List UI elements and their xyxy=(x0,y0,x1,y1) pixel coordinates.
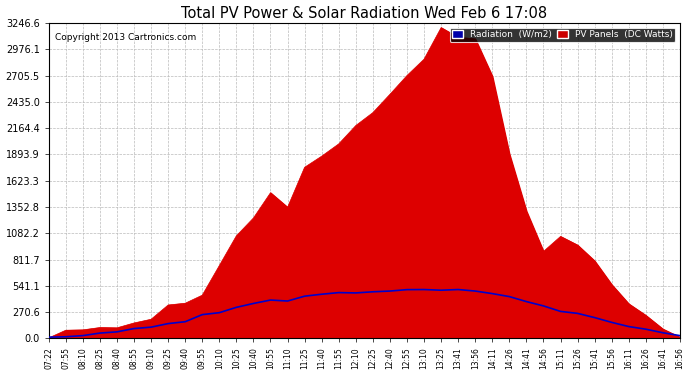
Text: Copyright 2013 Cartronics.com: Copyright 2013 Cartronics.com xyxy=(55,33,196,42)
Legend: Radiation  (W/m2), PV Panels  (DC Watts): Radiation (W/m2), PV Panels (DC Watts) xyxy=(450,28,676,42)
Title: Total PV Power & Solar Radiation Wed Feb 6 17:08: Total PV Power & Solar Radiation Wed Feb… xyxy=(181,6,547,21)
